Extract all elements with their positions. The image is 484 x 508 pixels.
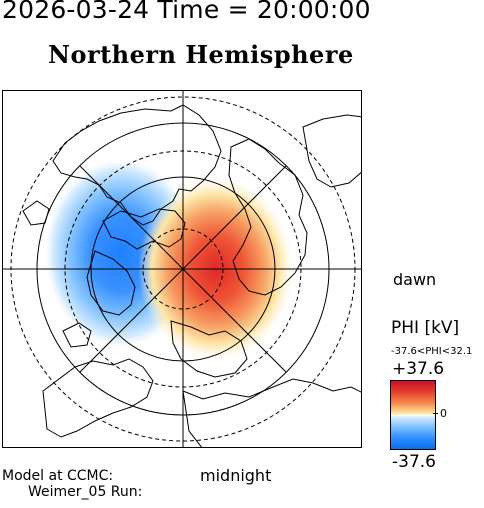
run-credit: Weimer_05 Run: — [28, 484, 143, 500]
colorbar-range: -37.6<PHI<32.1 — [391, 346, 473, 357]
meridians — [3, 91, 361, 447]
midnight-label: midnight — [200, 466, 272, 485]
colorbar-title: PHI [kV] — [391, 318, 460, 338]
dawn-label: dawn — [393, 270, 437, 289]
page-title: Northern Hemisphere — [48, 40, 354, 69]
colorbar-zero-label: 0 — [440, 407, 447, 420]
coastlines — [22, 104, 361, 447]
model-credit: Model at CCMC: — [2, 468, 114, 484]
colorbar-min-label: -37.6 — [392, 452, 436, 472]
polar-map — [2, 90, 362, 448]
colorbar-zero-tick — [433, 413, 438, 414]
polar-plot — [3, 91, 361, 447]
timestamp: 2026-03-24 Time = 20:00:00 — [2, 0, 371, 24]
colorbar-max-label: +37.6 — [392, 359, 445, 379]
colorbar — [390, 380, 436, 450]
